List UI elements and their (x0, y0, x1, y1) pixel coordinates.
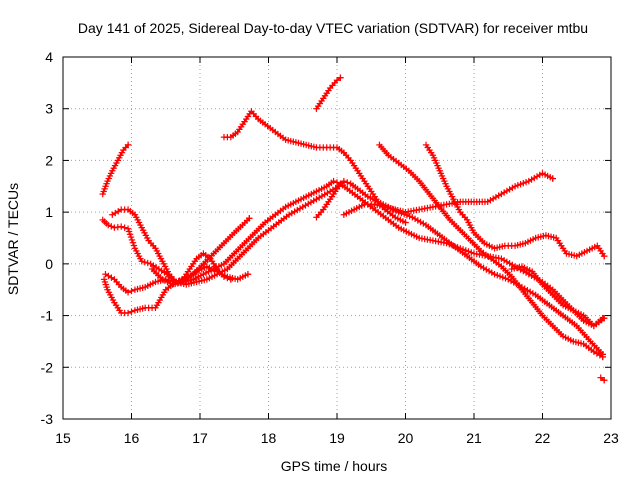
data-point (522, 178, 530, 186)
y-tick-label: 3 (45, 101, 53, 117)
data-point (599, 353, 606, 361)
data-point (333, 77, 341, 84)
data-point (141, 258, 148, 266)
data-point (403, 212, 411, 219)
data-point (333, 179, 341, 186)
data-point (127, 233, 135, 241)
data-point (128, 308, 135, 315)
data-point (124, 289, 132, 296)
data-point (121, 224, 128, 231)
data-point (244, 271, 252, 278)
y-axis-label: SDTVAR / TECUs (5, 183, 21, 295)
data-point (549, 175, 556, 182)
x-axis-label: GPS time / hours (281, 458, 388, 474)
y-tick-label: 2 (45, 152, 53, 168)
data-point (514, 182, 522, 189)
data-point (337, 74, 344, 81)
data-point (468, 249, 475, 256)
data-point (330, 177, 337, 185)
series-line (425, 144, 605, 257)
plot-frame (62, 56, 612, 420)
data-point (344, 179, 351, 186)
data-point (494, 272, 501, 279)
chart-title: Day 141 of 2025, Sidereal Day-to-day VTE… (78, 20, 588, 36)
data-point (105, 221, 112, 229)
data-point (511, 183, 519, 190)
series-arc-6 (220, 108, 409, 226)
data-point (128, 287, 135, 295)
data-point (125, 228, 133, 235)
series-arc-9 (313, 177, 606, 358)
series-arc-5 (102, 183, 342, 296)
series-line (111, 208, 232, 283)
data-point (246, 215, 253, 222)
data-point (124, 309, 132, 317)
data-point (340, 177, 348, 185)
x-tick-label: 23 (603, 430, 619, 446)
x-tick-label: 17 (192, 430, 208, 446)
data-point (130, 242, 138, 249)
y-tick-label: -2 (41, 359, 54, 375)
data-point (502, 275, 509, 282)
data-point (128, 236, 136, 244)
data-point (597, 374, 604, 381)
data-point (517, 181, 524, 188)
data-point (402, 219, 409, 226)
series-arc-8 (313, 74, 344, 112)
x-tick-label: 19 (329, 430, 345, 446)
grid-layer (63, 57, 611, 419)
series-arc-3 (109, 206, 235, 286)
y-tick-label: 0 (45, 256, 53, 272)
y-tick-label: -3 (41, 411, 54, 427)
data-point (499, 274, 506, 281)
x-tick-label: 21 (466, 430, 482, 446)
series-arc-13 (508, 263, 608, 330)
data-point (496, 273, 504, 280)
data-point (520, 179, 527, 187)
data-point (124, 141, 132, 149)
series-arc-12 (422, 141, 608, 260)
series-arc-11 (376, 141, 606, 361)
y-tick-label: 4 (45, 49, 53, 65)
data-point (138, 258, 145, 265)
x-tick-label: 18 (261, 430, 277, 446)
series-arc-10 (340, 170, 556, 218)
series-arc-1 (99, 141, 132, 198)
y-tick-label: -1 (41, 308, 54, 324)
y-tick-label: 1 (45, 204, 53, 220)
data-point (406, 213, 413, 220)
data-point (126, 231, 134, 238)
x-tick-label: 15 (55, 430, 71, 446)
series-layer (99, 74, 608, 384)
data-point (124, 225, 132, 232)
data-point (465, 248, 472, 255)
data-point (600, 314, 608, 322)
data-point (491, 271, 498, 278)
x-tick-label: 20 (398, 430, 414, 446)
data-point (108, 223, 115, 230)
x-tick-label: 22 (535, 430, 551, 446)
series-arc-14 (597, 374, 608, 384)
data-point (118, 223, 125, 230)
data-point (600, 377, 608, 384)
data-point (600, 252, 608, 260)
data-point (144, 259, 151, 267)
data-point (129, 239, 137, 246)
x-tick-label: 16 (124, 430, 140, 446)
